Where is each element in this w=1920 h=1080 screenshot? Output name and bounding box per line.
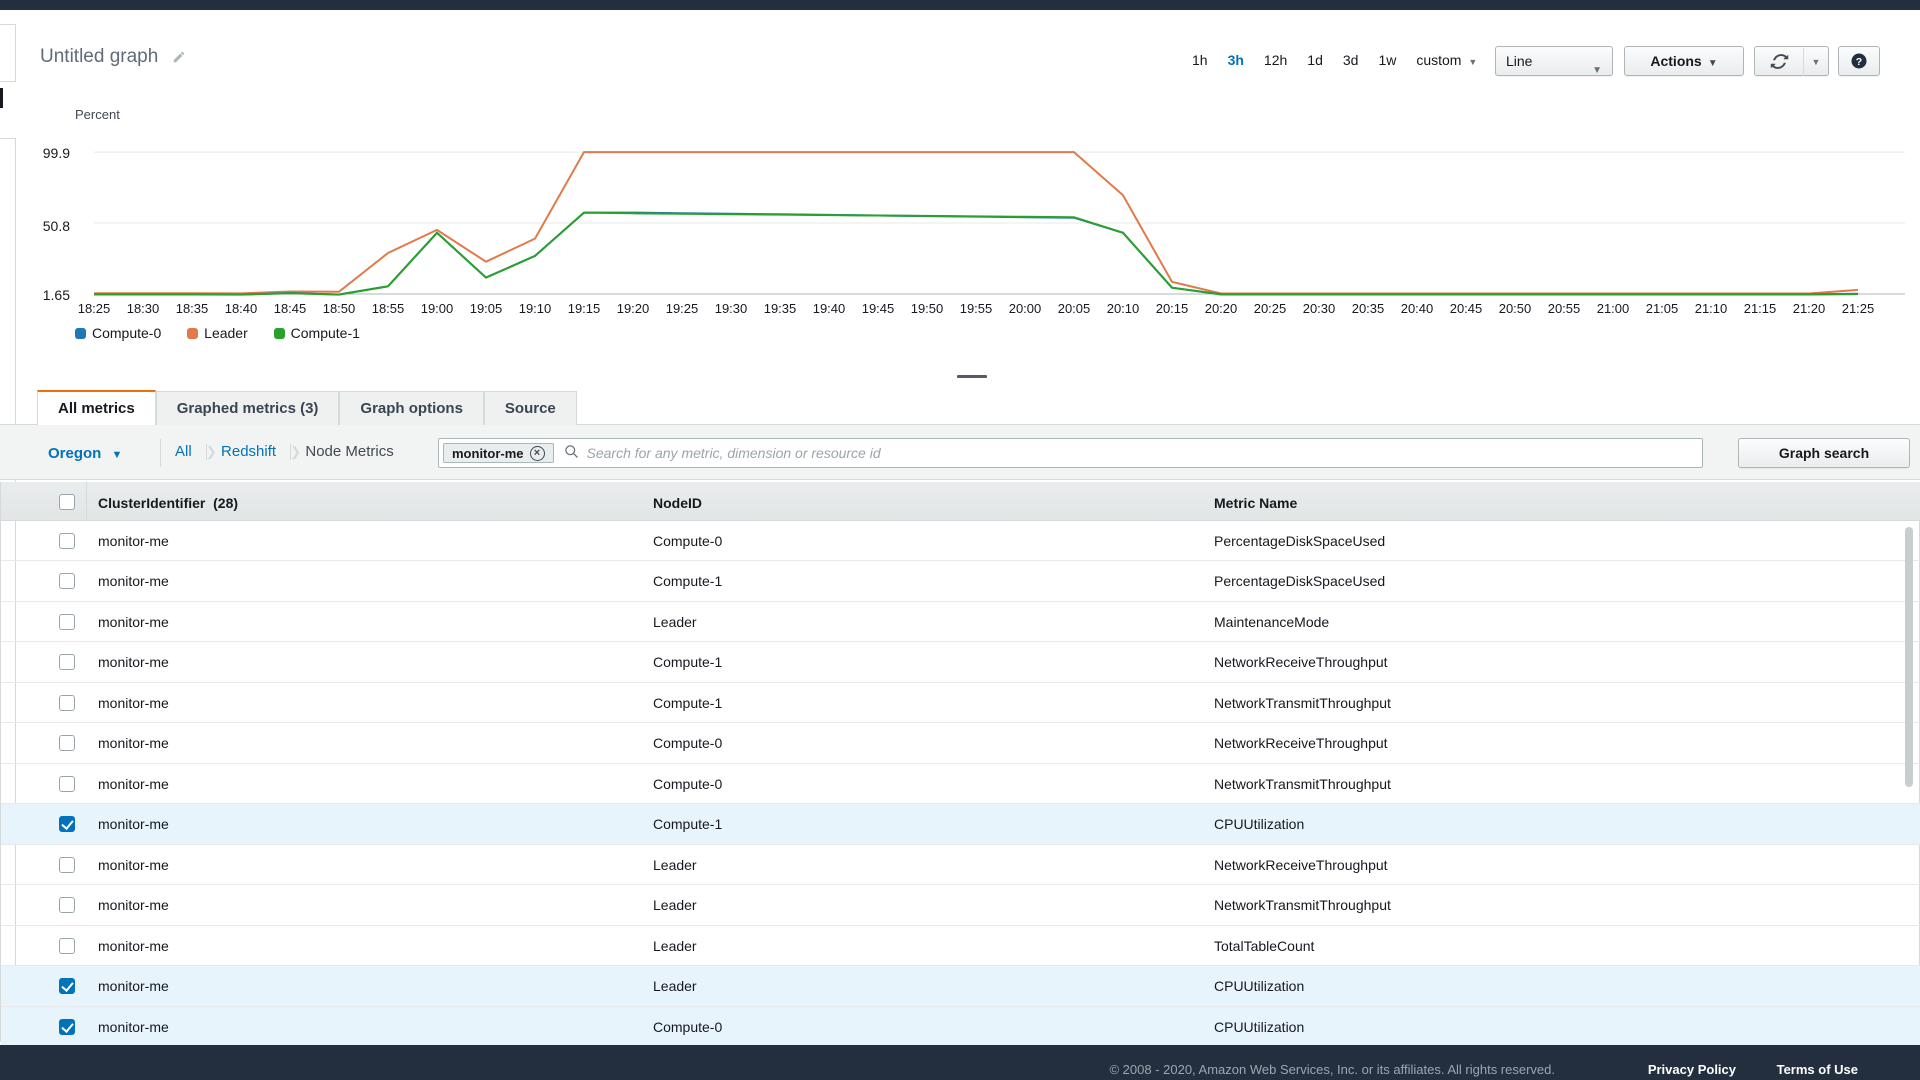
svg-text:?: ? [1856,56,1862,68]
